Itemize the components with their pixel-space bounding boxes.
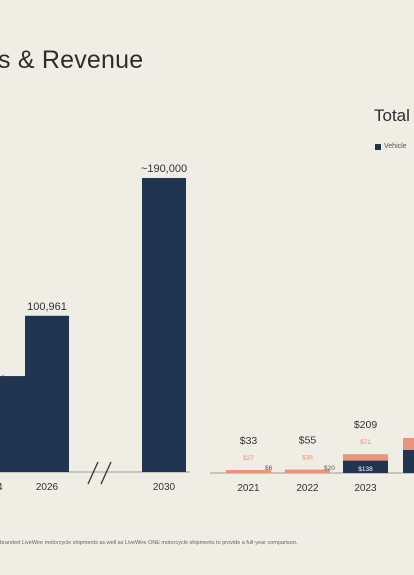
data-label-2026: 100,961 xyxy=(27,301,67,313)
revenue-bar-segment-2022 xyxy=(285,469,330,473)
x-tick-label-2030: 2030 xyxy=(153,482,176,493)
segment-label-2021: $27 xyxy=(243,455,254,462)
total-label-2022: $55 xyxy=(299,435,317,447)
footnote: branded LiveWire motorcycle shipments as… xyxy=(0,540,298,546)
axis-break-mark xyxy=(100,461,112,485)
revenue-bar-segment-2021 xyxy=(226,470,271,473)
total-label-2021: $33 xyxy=(240,435,258,447)
data-label-partial: 1 xyxy=(0,374,6,386)
x-tick-label-partial: 4 xyxy=(0,482,3,493)
shipment-bar-2030 xyxy=(142,178,186,472)
revenue-x-tick-label-2021: 2021 xyxy=(237,483,260,494)
revenue-bar-vehicle-partial xyxy=(403,450,414,473)
legend: Vehicle xyxy=(375,143,407,150)
revenue-bar-vehicle-2023 xyxy=(343,460,388,473)
revenue-bar-segment-partial xyxy=(403,438,414,450)
segment-label-2022: $38 xyxy=(302,455,313,462)
revenue-x-tick-label-2022: 2022 xyxy=(296,483,319,494)
axis-break-mark xyxy=(87,461,99,485)
segment-base-label-2023: $138 xyxy=(358,466,373,473)
chart-title: s & Revenue xyxy=(0,46,144,74)
data-label-2030: ~190,000 xyxy=(141,163,187,175)
revenue-bar-segment-2023 xyxy=(343,454,388,461)
total-label-2023: $209 xyxy=(354,419,378,431)
legend-swatch-vehicle xyxy=(375,143,381,150)
segment-label-2023: $71 xyxy=(360,439,371,446)
revenue-x-tick-label-2023: 2023 xyxy=(354,483,377,494)
segment-side-label-2021: $6 xyxy=(265,465,273,472)
x-tick-label-2026: 2026 xyxy=(36,482,59,493)
segment-side-label-2022: $20 xyxy=(324,465,335,472)
shipment-bar-2026 xyxy=(25,315,69,472)
revenue-chart-title: Total xyxy=(374,106,410,125)
legend-label-vehicle: Vehicle xyxy=(384,143,407,150)
